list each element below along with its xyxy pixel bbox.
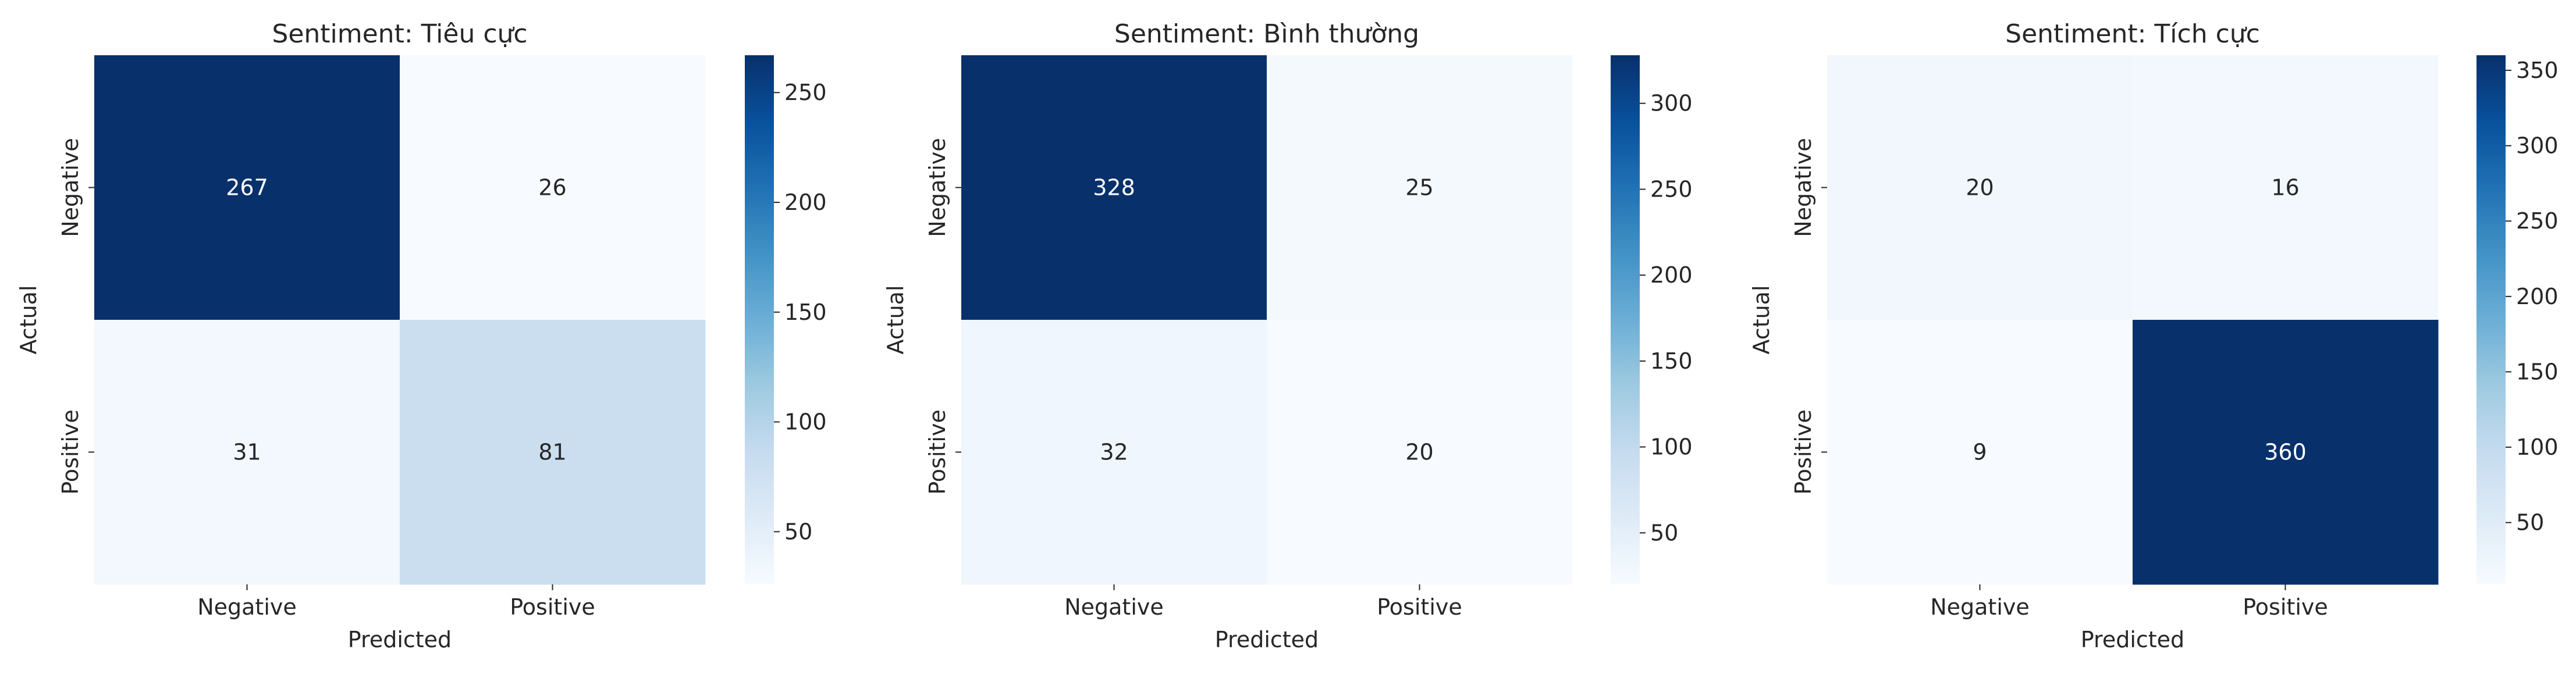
- cell-value-label: 328: [1093, 175, 1135, 201]
- cell-value-label: 360: [2264, 440, 2307, 465]
- heatmap-cell: [94, 55, 400, 320]
- y-axis-label: Actual: [1749, 285, 1774, 354]
- colorbar: [1611, 55, 1640, 584]
- y-axis-label: Actual: [16, 285, 41, 354]
- y-tick-label: Negative: [58, 138, 83, 237]
- cell-value-label: 26: [538, 175, 566, 201]
- cell-value-label: 25: [1405, 175, 1433, 201]
- colorbar: [2476, 55, 2506, 584]
- y-tick-label: Negative: [925, 138, 950, 237]
- heatmap-panel-3: Sentiment: Tích cực 20 16 9 360 Negative Posit…: [1749, 19, 2559, 652]
- heatmap-cell: [1827, 320, 2133, 585]
- heatmap-cell: [1827, 55, 2133, 320]
- y-tick-label: Positive: [58, 409, 83, 495]
- colorbar-tick-label: 50: [1650, 520, 1678, 545]
- x-tick-label: Positive: [2243, 594, 2328, 620]
- heatmap-cell: [1267, 55, 1573, 320]
- heatmap-cell: [2133, 320, 2439, 585]
- panel-title: Sentiment: Bình thường: [1114, 19, 1419, 49]
- cell-value-label: 32: [1100, 440, 1128, 465]
- colorbar-tick-label: 100: [1650, 434, 1693, 460]
- cell-value-label: 267: [226, 175, 268, 201]
- colorbar-tick-label: 100: [784, 409, 827, 435]
- colorbar-tick-label: 250: [2516, 208, 2559, 234]
- x-tick-label: Negative: [1064, 594, 1164, 620]
- heatmap-cell: [2133, 55, 2439, 320]
- y-tick-label: Negative: [1790, 138, 1816, 237]
- heatmap-panel-2: Sentiment: Bình thường 328 25 32 20 Negative P…: [883, 19, 1693, 652]
- cell-value-label: 81: [538, 440, 566, 465]
- y-tick-label: Positive: [1790, 409, 1816, 495]
- x-axis-label: Predicted: [2081, 627, 2184, 652]
- cell-value-label: 9: [1973, 440, 1987, 465]
- heatmap-panel-1: Sentiment: Tiêu cực 267 26 31 81 Negative Posi…: [16, 19, 827, 652]
- x-tick-label: Positive: [1377, 594, 1462, 620]
- x-axis-label: Predicted: [1215, 627, 1319, 652]
- heatmap-cell: [94, 320, 400, 585]
- x-tick-label: Positive: [510, 594, 595, 620]
- colorbar-tick-label: 250: [1650, 176, 1693, 202]
- heatmap-cell: [400, 320, 706, 585]
- heatmap-cell: [961, 320, 1267, 585]
- colorbar-tick-label: 50: [2516, 510, 2544, 536]
- heatmap-cell: [1267, 320, 1573, 585]
- y-axis-label: Actual: [883, 285, 908, 354]
- cell-value-label: 20: [1405, 440, 1433, 465]
- colorbar-tick-label: 50: [784, 519, 812, 544]
- heatmap-cell: [961, 55, 1267, 320]
- x-tick-label: Negative: [197, 594, 297, 620]
- colorbar-tick-label: 200: [784, 190, 827, 215]
- cell-value-label: 31: [233, 440, 261, 465]
- x-tick-label: Negative: [1930, 594, 2030, 620]
- panel-title: Sentiment: Tích cực: [2005, 19, 2260, 49]
- colorbar-tick-label: 100: [2516, 434, 2559, 460]
- colorbar-tick-label: 150: [1650, 348, 1693, 374]
- colorbar-tick-label: 350: [2516, 58, 2559, 83]
- colorbar-tick-label: 200: [2516, 284, 2559, 309]
- colorbar-tick-label: 200: [1650, 262, 1693, 288]
- panel-title: Sentiment: Tiêu cực: [272, 19, 527, 49]
- cell-value-label: 20: [1966, 175, 1994, 201]
- colorbar-tick-label: 300: [1650, 91, 1693, 116]
- x-axis-label: Predicted: [348, 627, 452, 652]
- y-tick-label: Positive: [925, 409, 950, 495]
- colorbar-tick-label: 150: [784, 299, 827, 325]
- colorbar: [745, 55, 774, 584]
- heatmap-cell: [400, 55, 706, 320]
- colorbar-tick-label: 300: [2516, 133, 2559, 159]
- colorbar-tick-label: 250: [784, 80, 827, 105]
- colorbar-tick-label: 150: [2516, 359, 2559, 384]
- cell-value-label: 16: [2271, 175, 2299, 201]
